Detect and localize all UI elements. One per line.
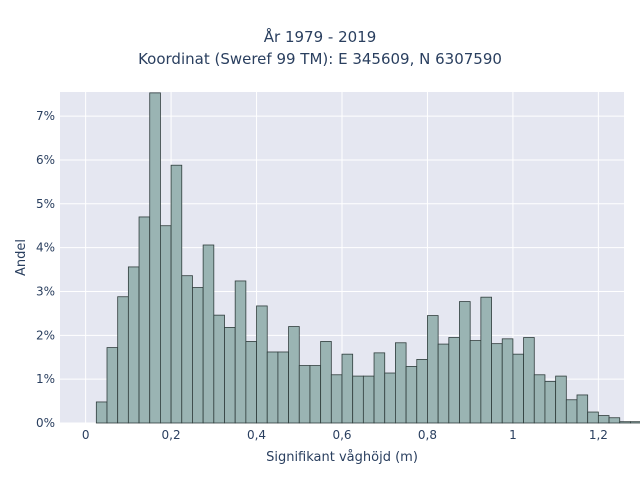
x-tick-label: 0,8 <box>418 428 437 442</box>
histogram-bar <box>459 301 471 424</box>
y-axis-ticks: 0% 1% 2% 3% 4% 5% 6% 7% <box>36 109 55 430</box>
histogram-bar <box>256 305 268 424</box>
histogram-bar <box>170 164 183 424</box>
histogram-bar <box>362 375 375 424</box>
histogram-bar <box>416 359 428 424</box>
histogram-bar <box>298 365 311 424</box>
histogram-bar <box>608 417 621 424</box>
x-axis-label: Signifikant våghöjd (m) <box>266 450 418 465</box>
histogram-bar <box>448 337 460 424</box>
chart-title: År 1979 - 2019 <box>263 28 377 46</box>
histogram-bar <box>437 343 450 424</box>
histogram-bar <box>181 275 193 424</box>
histogram-bar <box>192 287 204 424</box>
histogram-bar <box>501 338 514 424</box>
histogram-bar <box>576 394 589 424</box>
histogram-bar <box>224 327 236 424</box>
histogram-bar <box>512 353 524 424</box>
histogram-bar <box>395 342 407 424</box>
histogram-bar <box>288 326 300 424</box>
histogram-bar <box>106 347 119 424</box>
x-tick-label: 0,2 <box>162 428 181 442</box>
y-tick-label: 6% <box>36 153 55 167</box>
y-tick-label: 5% <box>36 197 55 211</box>
histogram-bar <box>384 372 396 424</box>
histogram-bar <box>544 380 557 424</box>
x-axis-ticks: 0 0,2 0,4 0,6 0,8 1 1,2 <box>82 428 608 442</box>
x-tick-label: 0,4 <box>247 428 266 442</box>
x-tick-label: 0 <box>82 428 90 442</box>
histogram-bar <box>533 374 546 424</box>
histogram-bar <box>309 365 322 424</box>
y-axis-label: Andel <box>14 239 29 276</box>
histogram-bar <box>373 352 386 424</box>
histogram-bar <box>138 216 151 424</box>
y-tick-label: 4% <box>36 241 55 255</box>
histogram-bar <box>277 351 289 424</box>
histogram-bar <box>127 266 140 424</box>
histogram-bar <box>245 341 257 424</box>
histogram-bar <box>427 315 439 424</box>
histogram-bar <box>469 340 482 424</box>
histogram-bar <box>117 296 129 424</box>
histogram-bar <box>234 280 247 424</box>
chart-subtitle: Koordinat (Sweref 99 TM): E 345609, N 63… <box>138 50 502 68</box>
histogram-bar <box>405 366 418 424</box>
histogram-bar <box>352 375 364 424</box>
histogram-bar <box>555 375 567 424</box>
histogram-bar <box>266 351 279 424</box>
histogram-bar <box>619 421 631 424</box>
histogram-bar <box>480 296 492 424</box>
y-tick-label: 2% <box>36 328 55 342</box>
y-tick-label: 3% <box>36 284 55 298</box>
histogram-bar <box>630 421 640 424</box>
histogram-bar <box>597 415 610 424</box>
histogram-bar <box>491 343 503 424</box>
histogram-bars <box>95 92 640 424</box>
y-tick-label: 1% <box>36 372 55 386</box>
x-tick-label: 0,6 <box>332 428 351 442</box>
histogram-bar <box>213 314 225 424</box>
histogram-bar <box>565 399 578 424</box>
histogram-bar <box>160 225 172 424</box>
y-tick-label: 7% <box>36 109 55 123</box>
y-tick-label: 0% <box>36 416 55 430</box>
histogram-bar <box>341 353 354 424</box>
histogram-bar <box>330 374 343 424</box>
histogram-bar <box>523 337 535 424</box>
histogram-bar <box>587 411 599 424</box>
x-tick-label: 1,2 <box>589 428 608 442</box>
histogram-bar <box>95 401 108 424</box>
histogram-bar <box>149 92 161 424</box>
histogram-bar <box>320 341 332 424</box>
x-tick-label: 1 <box>509 428 517 442</box>
histogram-bar <box>202 244 215 424</box>
